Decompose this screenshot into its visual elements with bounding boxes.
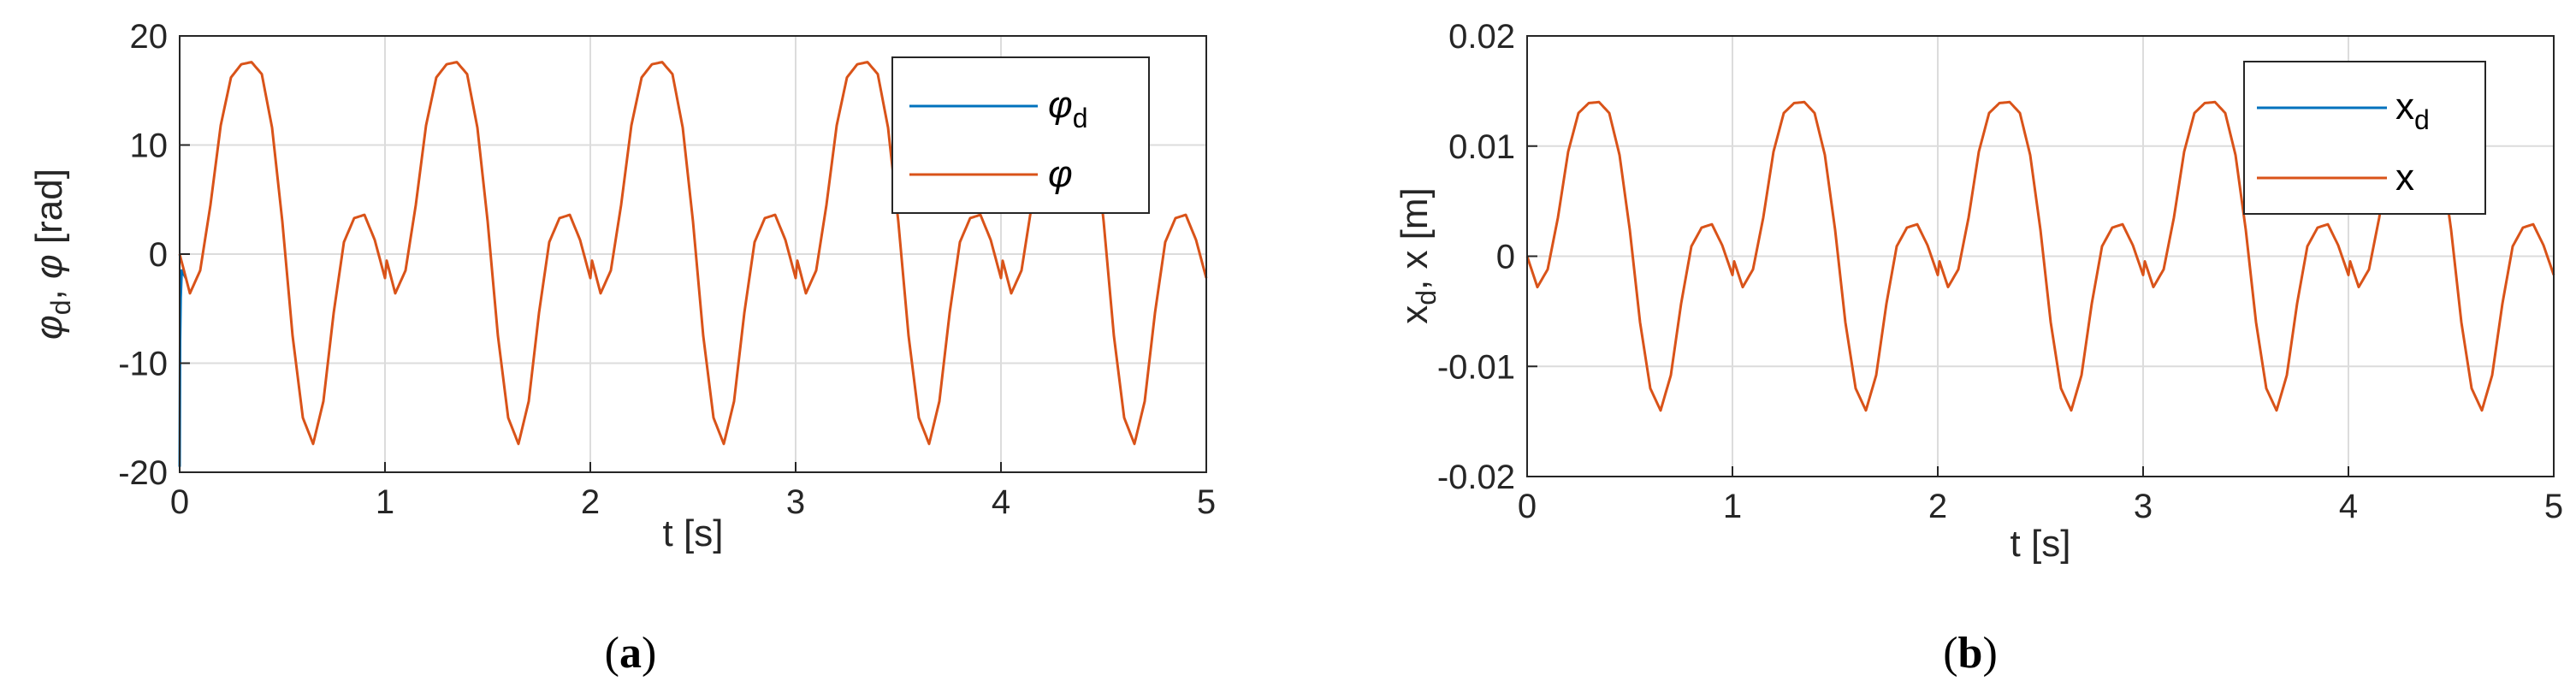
- chart-b-ytick-label: 0.01: [1448, 128, 1515, 166]
- chart-b-xlabel: t [s]: [2010, 523, 2071, 565]
- chart-b-xtick-label: 3: [2134, 488, 2153, 525]
- chart-b-ylabel-unit: [m]: [1394, 187, 1436, 250]
- chart-a-xtick-label: 4: [992, 483, 1010, 521]
- chart-b-ylabel-sub1: d: [1411, 290, 1442, 305]
- chart-a-xtick-label: 5: [1197, 483, 1216, 521]
- chart-b-xtick-label: 2: [1928, 488, 1947, 525]
- chart-a-ylabel-sep: ,: [28, 279, 70, 299]
- caption-b-open: (: [1943, 629, 1957, 678]
- chart-a-ylabel-sym1: φ: [28, 315, 70, 340]
- chart-b: 0 1 2 3 4 50.020.010-0.01-0.02 t [s] xd, x [m…: [1394, 18, 2563, 565]
- chart-b-xtick-label: 1: [1723, 488, 1742, 525]
- chart-b-ticks: 0 1 2 3 4 5 0.02 0.01 0 -0.01 -0.02: [1437, 18, 2563, 525]
- chart-b-legend-box: [2243, 61, 2486, 215]
- chart-b-xtick-label: 0: [1518, 488, 1537, 525]
- caption-b-close: ): [1982, 629, 1997, 678]
- caption-a: (a): [605, 629, 657, 678]
- caption-a-close: ): [642, 629, 656, 678]
- chart-b-legend: xd x: [2243, 61, 2486, 215]
- chart-a-ytick-label: 10: [130, 127, 169, 165]
- chart-b-ytick-label: -0.02: [1437, 459, 1515, 496]
- chart-a-legend-label-desired-sub: d: [1073, 103, 1088, 133]
- chart-b-ytick-label: 0: [1496, 239, 1515, 276]
- chart-a-ylabel: φd, φ [rad]: [28, 169, 76, 340]
- chart-b-ylabel-sep: ,: [1394, 269, 1436, 290]
- chart-b-legend-label-desired-sub: d: [2414, 104, 2430, 135]
- chart-b-legend-label-actual: x: [2395, 157, 2414, 198]
- chart-b-ytick-label: -0.01: [1437, 348, 1515, 386]
- chart-a-xtick-label: 1: [376, 483, 394, 521]
- chart-a-legend-label-desired-sym: φ: [1048, 84, 1073, 126]
- chart-a-legend-label-actual: φ: [1048, 153, 1073, 195]
- chart-b-xtick-label: 4: [2339, 488, 2358, 525]
- chart-a-legend-label-desired: φd: [1048, 84, 1088, 133]
- chart-a-ticks: 0 1 2 3 4 5 20 10 0 -10 -20: [118, 18, 1216, 521]
- chart-a-legend-box: [891, 56, 1150, 214]
- chart-a-ytick-label: -10: [118, 346, 168, 383]
- chart-a-ylabel-unit: [rad]: [28, 169, 70, 254]
- caption-a-letter: a: [619, 629, 642, 678]
- chart-a-xtick-label: 2: [581, 483, 600, 521]
- chart-b-grid: [1527, 36, 2554, 477]
- chart-b-legend-label-desired-sym: x: [2395, 86, 2414, 127]
- chart-a-ylabel-sym2: φ: [28, 254, 70, 279]
- chart-b-ylabel-sym1: x: [1394, 305, 1436, 324]
- chart-a-ylabel-sub1: d: [45, 299, 76, 315]
- chart-a-legend: φd φ: [891, 56, 1150, 214]
- chart-a-ytick-label: 20: [130, 18, 169, 56]
- caption-b: (b): [1943, 629, 1998, 678]
- caption-a-open: (: [605, 629, 619, 678]
- chart-b-ylabel-sym2: x: [1394, 251, 1436, 269]
- chart-b-ylabel: xd, x [m]: [1394, 187, 1442, 324]
- chart-a-xtick-label: 3: [786, 483, 805, 521]
- chart-b-xtick-label: 5: [2544, 488, 2563, 525]
- chart-a-xlabel: t [s]: [663, 512, 724, 554]
- chart-b-ytick-label: 0.02: [1448, 18, 1515, 56]
- caption-b-letter: b: [1958, 629, 1983, 678]
- chart-b-legend-label-desired: xd: [2395, 86, 2430, 135]
- chart-a-ytick-label: 0: [149, 236, 168, 274]
- chart-a-xtick-label: 0: [170, 483, 189, 521]
- chart-a-ytick-label: -20: [118, 454, 168, 492]
